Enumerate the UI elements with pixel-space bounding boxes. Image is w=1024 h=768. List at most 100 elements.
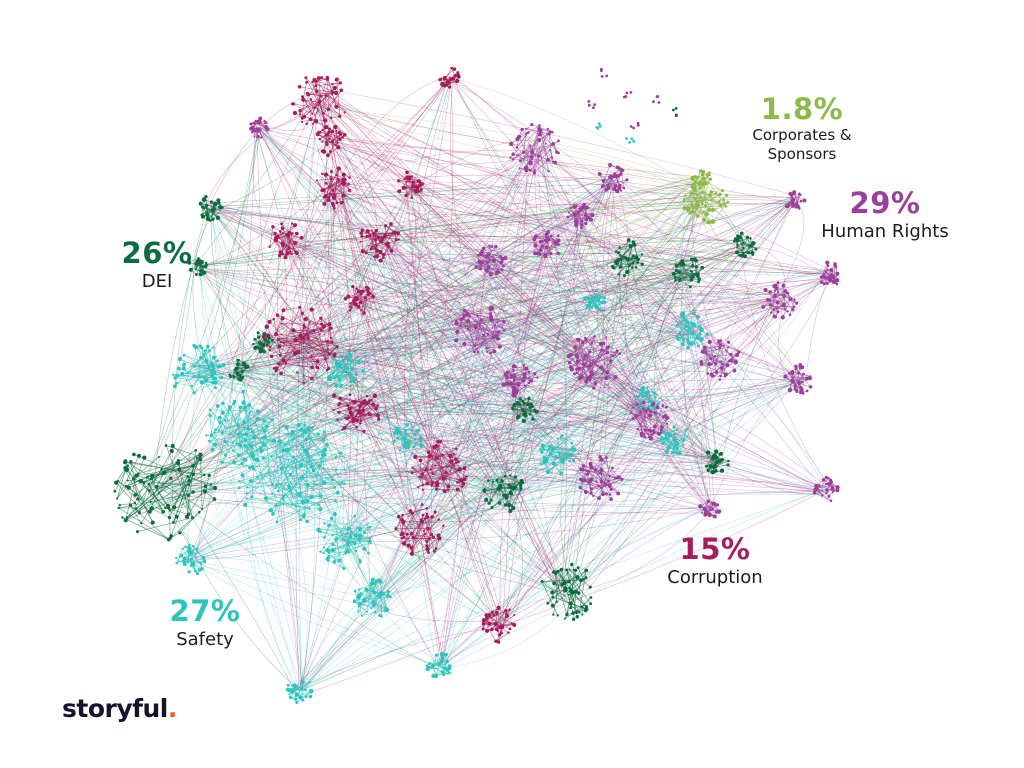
network-edge: [263, 330, 689, 340]
network-edge: [116, 478, 134, 499]
network-edge: [273, 367, 305, 384]
network-edge: [433, 402, 649, 461]
network-node: [394, 238, 398, 242]
network-node: [585, 304, 590, 309]
network-edge: [363, 405, 523, 414]
network-edge: [179, 359, 200, 367]
network-node: [319, 94, 322, 98]
network-node: [674, 263, 679, 268]
network-edge: [207, 203, 584, 227]
network-node: [672, 447, 676, 451]
network-node: [379, 239, 384, 244]
network-edge: [435, 465, 460, 470]
network-node: [301, 680, 305, 685]
network-node: [487, 621, 492, 626]
network-node: [378, 613, 382, 618]
network-edge: [466, 312, 504, 322]
network-edge: [196, 241, 282, 267]
network-node: [622, 274, 626, 278]
network-edge: [190, 234, 386, 563]
network-node: [357, 610, 360, 613]
network-edge: [675, 277, 699, 283]
network-node: [211, 380, 216, 385]
network-edge: [301, 429, 325, 455]
network-edge: [285, 174, 618, 468]
network-edge: [679, 322, 689, 333]
network-edge: [299, 87, 335, 112]
network-node: [327, 352, 331, 355]
network-edge: [283, 353, 336, 361]
network-edge: [550, 453, 574, 461]
network-node: [426, 665, 431, 670]
network-node: [319, 328, 323, 332]
network-node: [231, 402, 235, 405]
network-node: [319, 316, 323, 320]
network-edge: [336, 184, 508, 495]
network-node: [235, 371, 240, 376]
network-node: [323, 357, 327, 361]
network-node: [397, 231, 400, 235]
network-edge: [406, 189, 560, 600]
network-edge: [299, 101, 320, 112]
network-node: [317, 464, 321, 468]
network-node: [193, 345, 199, 350]
network-edge: [248, 396, 647, 434]
network-node: [616, 258, 621, 263]
network-edge: [435, 384, 795, 667]
network-edge: [622, 245, 631, 257]
network-node: [612, 266, 616, 270]
network-node: [287, 458, 290, 461]
network-edge: [410, 360, 717, 526]
network-edge: [190, 242, 547, 562]
network-node: [277, 338, 281, 341]
network-node: [181, 366, 186, 371]
network-node: [416, 186, 420, 190]
network-edge: [122, 517, 169, 540]
network-node: [360, 292, 363, 295]
network-node: [485, 628, 490, 633]
network-edge: [384, 234, 497, 632]
network-edge: [302, 332, 721, 461]
network-edge: [323, 174, 327, 191]
network-edge: [728, 342, 740, 353]
network-edge: [346, 245, 545, 531]
network-node: [191, 490, 195, 494]
network-node: [252, 457, 256, 461]
network-edge: [380, 231, 597, 362]
network-edge: [227, 182, 696, 431]
network-node: [242, 426, 245, 429]
network-node: [290, 429, 295, 435]
network-node: [304, 333, 308, 336]
network-node: [223, 439, 227, 444]
network-edge: [357, 589, 360, 612]
network-node: [689, 278, 694, 282]
network-edge: [328, 543, 371, 557]
network-node: [441, 453, 444, 457]
network-node: [164, 444, 168, 447]
network-node: [681, 438, 685, 442]
network-node: [672, 437, 677, 442]
network-edge: [456, 337, 498, 341]
network-node: [750, 250, 755, 255]
network-node: [714, 449, 719, 454]
network-edge: [301, 194, 333, 334]
network-edge: [201, 204, 215, 216]
network-node: [274, 504, 278, 508]
network-edge: [769, 300, 775, 317]
network-edge: [352, 286, 362, 303]
network-node: [253, 338, 257, 341]
network-node: [404, 445, 408, 450]
network-node: [646, 386, 649, 389]
network-node: [698, 332, 702, 336]
network-edge: [569, 569, 591, 588]
network-node: [304, 437, 308, 442]
network-edge: [364, 303, 785, 417]
network-edge: [214, 211, 674, 445]
network-edge: [411, 518, 426, 554]
network-node: [308, 117, 313, 122]
network-node: [351, 284, 355, 289]
network-edge: [246, 449, 326, 494]
network-edge: [329, 192, 554, 241]
network-edge: [243, 181, 609, 435]
